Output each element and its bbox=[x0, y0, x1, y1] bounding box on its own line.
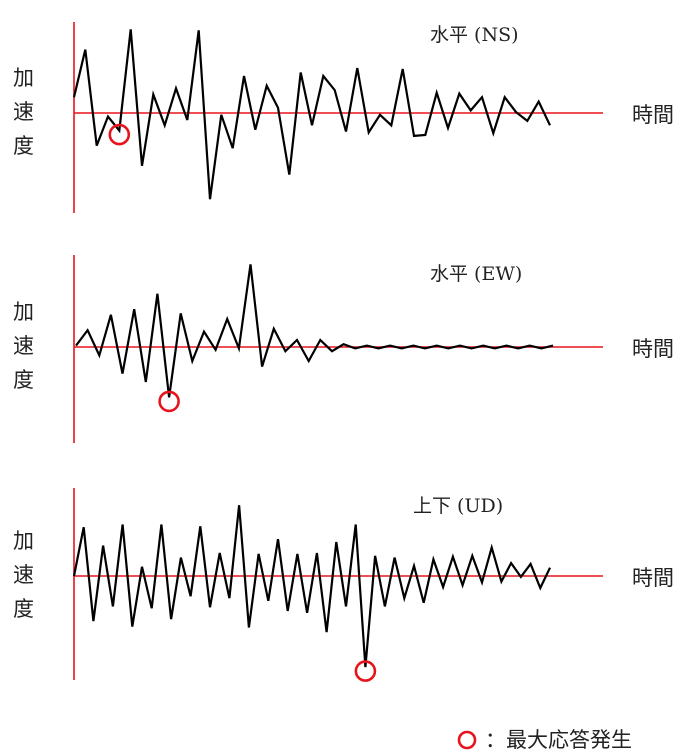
panel-ew: 加 速 度 時間 水平 (EW) bbox=[13, 255, 674, 443]
x-axis-label: 時間 bbox=[632, 337, 674, 361]
y-axis-label-char-3: 度 bbox=[13, 368, 34, 392]
y-axis-label-char-1: 加 bbox=[13, 300, 34, 324]
panel-title: 上下 (UD) bbox=[413, 495, 503, 517]
y-axis-label-char-3: 度 bbox=[13, 597, 34, 621]
y-axis-label-char-2: 速 bbox=[13, 100, 34, 124]
peak-marker-circle bbox=[108, 123, 131, 146]
panel-title: 水平 (EW) bbox=[430, 263, 522, 285]
y-axis-label-char-1: 加 bbox=[13, 66, 34, 90]
acceleration-trace bbox=[72, 29, 551, 200]
panel-ns: 加 速 度 時間 水平 (NS) bbox=[13, 22, 674, 213]
acceleration-trace bbox=[75, 264, 554, 398]
legend-marker-circle bbox=[457, 730, 477, 750]
y-axis-label-char-2: 速 bbox=[13, 334, 34, 358]
panel-ud: 加 速 度 時間 上下 (UD) bbox=[13, 488, 674, 682]
y-axis-label-char-2: 速 bbox=[13, 563, 34, 587]
y-axis-label-char-3: 度 bbox=[13, 134, 34, 158]
y-axis-label-char-1: 加 bbox=[13, 529, 34, 553]
peak-marker-circle bbox=[158, 390, 180, 413]
legend-label: ：最大応答発生 bbox=[485, 728, 632, 752]
acceleration-trace bbox=[72, 505, 551, 668]
panel-title: 水平 (NS) bbox=[430, 24, 519, 46]
legend: ：最大応答発生 bbox=[457, 728, 632, 752]
x-axis-label: 時間 bbox=[632, 103, 674, 127]
x-axis-label: 時間 bbox=[632, 566, 674, 590]
peak-marker-circle bbox=[354, 660, 377, 682]
